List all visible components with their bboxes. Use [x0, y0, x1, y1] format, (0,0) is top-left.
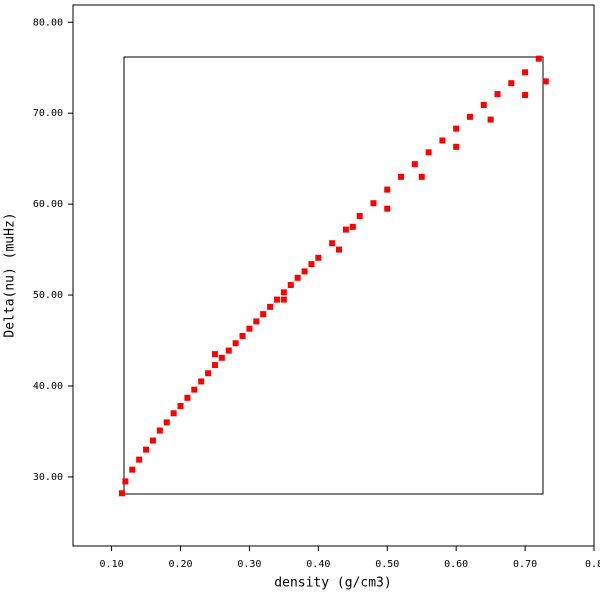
point [149, 437, 156, 444]
y-axis-label: Delta(nu) (muHz) [3, 212, 18, 337]
x-tick-label: 0.70 [513, 559, 537, 570]
x-tick-label: 0.30 [237, 559, 261, 570]
data-box [123, 56, 544, 495]
y-tick-label: 40.00 [33, 381, 63, 392]
point [136, 456, 143, 463]
point [163, 419, 170, 426]
point [260, 311, 267, 318]
point [342, 226, 349, 233]
point [522, 69, 529, 76]
point [280, 296, 287, 303]
point [143, 446, 150, 453]
point [156, 427, 163, 434]
point [398, 173, 405, 180]
point [170, 410, 177, 417]
point [239, 332, 246, 339]
point [487, 116, 494, 123]
point [384, 205, 391, 212]
point [225, 347, 232, 354]
point [542, 78, 549, 85]
x-tick-label: 0.20 [168, 559, 192, 570]
point [370, 200, 377, 207]
point [246, 325, 253, 332]
point [122, 478, 129, 485]
point [453, 143, 460, 150]
y-tick-label: 30.00 [33, 472, 63, 483]
point [453, 125, 460, 132]
x-tick-label: 0.40 [306, 559, 330, 570]
point [349, 223, 356, 230]
point [191, 386, 198, 393]
x-axis-label: density (g/cm3) [274, 576, 391, 591]
point [494, 91, 501, 98]
point [425, 149, 432, 156]
point [287, 282, 294, 289]
x-tick-label: 0.60 [444, 559, 468, 570]
point [118, 490, 125, 497]
point [439, 137, 446, 144]
point [480, 102, 487, 109]
point [301, 268, 308, 275]
y-tick-label: 70.00 [33, 108, 63, 119]
point [198, 378, 205, 385]
point [329, 240, 336, 247]
point [356, 212, 363, 219]
y-tick-label: 60.00 [33, 199, 63, 210]
y-tick-label: 80.00 [33, 17, 63, 28]
point [384, 186, 391, 193]
plot-frame [72, 4, 595, 547]
x-tick-label: 0.10 [100, 559, 124, 570]
point [273, 296, 280, 303]
point [294, 274, 301, 281]
point [280, 289, 287, 296]
point [253, 318, 260, 325]
point [315, 254, 322, 261]
x-tick-label: 0.50 [375, 559, 399, 570]
point [211, 362, 218, 369]
point [205, 370, 212, 377]
x-tick-label: 0.8 [585, 559, 600, 570]
point [129, 466, 136, 473]
point [184, 394, 191, 401]
point [177, 402, 184, 409]
point [336, 246, 343, 253]
y-tick-label: 50.00 [33, 290, 63, 301]
point [508, 80, 515, 87]
point [466, 113, 473, 120]
point [522, 92, 529, 99]
point [267, 303, 274, 310]
point [418, 173, 425, 180]
point [211, 351, 218, 358]
point [308, 261, 315, 268]
point [411, 161, 418, 168]
point [232, 340, 239, 347]
point [535, 55, 542, 62]
point [218, 354, 225, 361]
